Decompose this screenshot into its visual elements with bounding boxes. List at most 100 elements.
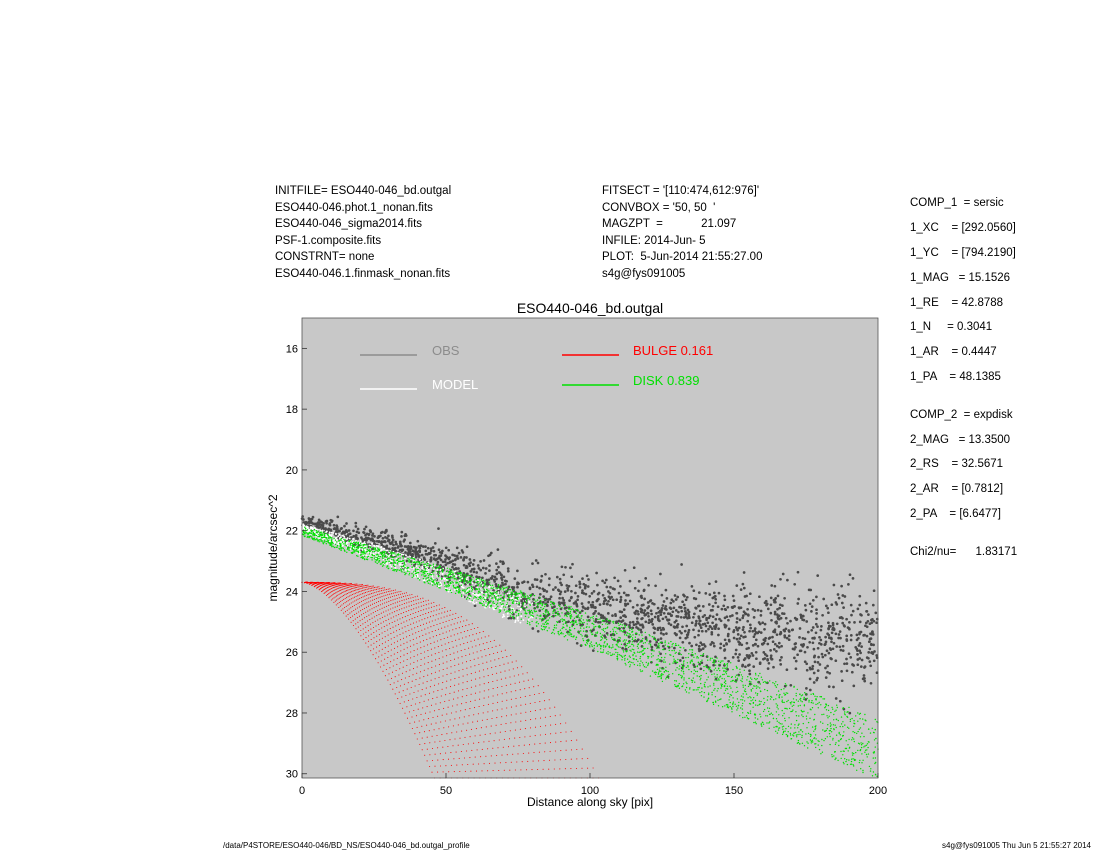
disk-point [421, 574, 423, 576]
disk-point [780, 688, 782, 691]
disk-point [346, 548, 349, 550]
obs-point [369, 537, 373, 541]
disk-point [587, 638, 590, 640]
disk-point [314, 539, 316, 541]
disk-point [775, 703, 777, 705]
obs-point [714, 601, 717, 605]
obs-point [756, 644, 760, 648]
obs-point [534, 559, 538, 562]
disk-point [746, 717, 749, 719]
disk-point [867, 728, 870, 730]
disk-point [376, 562, 378, 565]
obs-point [811, 626, 815, 629]
obs-point [700, 629, 704, 633]
disk-point [859, 749, 862, 751]
obs-point [809, 588, 813, 592]
disk-point [412, 571, 414, 573]
obs-point [339, 527, 343, 531]
disk-point [488, 590, 490, 592]
obs-point [863, 666, 866, 669]
disk-point [564, 604, 567, 606]
disk-point [342, 543, 344, 545]
disk-point [408, 572, 411, 575]
disk-point [700, 695, 703, 697]
obs-point [544, 572, 547, 576]
disk-point [357, 545, 359, 548]
disk-point [503, 587, 506, 589]
disk-point [740, 699, 742, 701]
disk-point [436, 584, 439, 586]
disk-point [624, 659, 626, 661]
disk-point [618, 654, 621, 656]
obs-point [829, 636, 833, 640]
disk-point [568, 631, 570, 633]
disk-point [525, 601, 528, 603]
obs-point [748, 672, 752, 676]
disk-point [540, 614, 542, 616]
obs-point [870, 643, 873, 647]
disk-point [602, 629, 605, 632]
disk-point [647, 662, 650, 664]
obs-point [741, 628, 745, 632]
obs-point [385, 536, 389, 540]
disk-point [383, 554, 385, 557]
disk-point [620, 630, 622, 632]
disk-point [392, 564, 395, 567]
obs-point [776, 617, 780, 620]
disk-point [486, 597, 488, 599]
disk-point [726, 665, 729, 667]
disk-point [603, 620, 605, 622]
disk-point [589, 646, 591, 648]
disk-point [570, 629, 572, 631]
disk-point [659, 667, 661, 669]
obs-point [319, 520, 323, 523]
disk-point [832, 737, 834, 740]
disk-point [515, 592, 517, 594]
disk-point [565, 628, 567, 631]
disk-point [452, 571, 454, 573]
disk-point [410, 561, 412, 563]
disk-point [563, 619, 565, 621]
obs-point [743, 657, 747, 660]
disk-point [313, 528, 316, 531]
obs-point [676, 595, 680, 599]
obs-point [653, 627, 657, 630]
disk-point [823, 713, 825, 715]
obs-point [678, 659, 682, 662]
obs-point [640, 623, 644, 627]
obs-point [681, 600, 684, 604]
disk-point [512, 591, 514, 593]
disk-point [642, 664, 645, 666]
model-point [341, 534, 344, 537]
disk-point [827, 704, 830, 707]
obs-point [650, 617, 654, 621]
obs-point [495, 568, 499, 572]
obs-point [710, 627, 714, 631]
disk-point [760, 716, 762, 718]
obs-point [475, 571, 479, 574]
obs-point [354, 521, 358, 525]
disk-point [371, 547, 373, 549]
disk-point [459, 577, 461, 580]
disk-point [385, 555, 387, 557]
disk-point [586, 620, 588, 622]
disk-point [595, 635, 598, 637]
disk-point [782, 730, 785, 733]
disk-point [341, 541, 344, 543]
model-point [475, 593, 478, 596]
disk-point [467, 591, 469, 594]
disk-point [837, 719, 839, 722]
disk-point [486, 604, 489, 606]
obs-point [658, 626, 662, 630]
disk-point [805, 715, 808, 717]
disk-point [613, 626, 616, 629]
obs-point [821, 613, 824, 617]
component-parameters: COMP_1 = sersic 1_XC = [292.0560] 1_YC =… [910, 191, 1017, 564]
disk-point [775, 730, 777, 732]
obs-point [731, 594, 735, 598]
disk-point [618, 636, 620, 639]
disk-point [336, 545, 339, 547]
model-point [380, 546, 382, 549]
obs-point [337, 529, 340, 533]
obs-point [643, 609, 647, 612]
